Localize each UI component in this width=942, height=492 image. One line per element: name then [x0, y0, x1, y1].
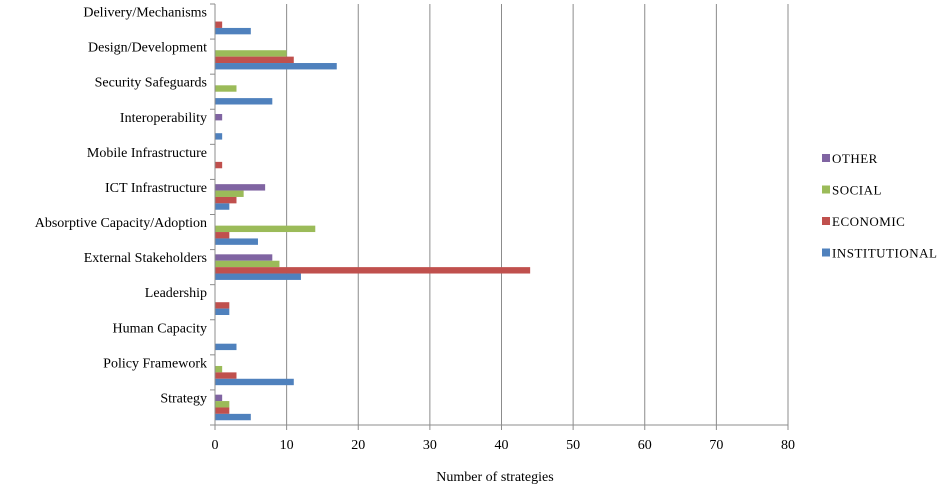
legend-label-other: OTHER [832, 151, 878, 166]
bar-institutional-5 [215, 203, 230, 210]
y-tick-label: Security Safeguards [95, 76, 207, 91]
x-tick-label: 20 [351, 438, 365, 453]
y-tick-label: External Stakeholders [84, 251, 207, 266]
legend: OTHER SOCIAL ECONOMIC INSTITUTIONAL [822, 151, 937, 261]
y-tick-label: Interoperability [120, 111, 207, 126]
y-tick-label: Mobile Infrastructure [87, 146, 207, 161]
grid-layer [286, 4, 789, 425]
y-tick-label: Design/Development [88, 41, 207, 56]
x-tick-label: 10 [280, 438, 294, 453]
legend-label-social: SOCIAL [832, 183, 882, 198]
bar-institutional-11 [215, 413, 251, 421]
bar-institutional-8 [215, 308, 230, 316]
bar-economic-10 [215, 372, 237, 379]
bar-other-5 [215, 184, 266, 191]
bar-economic-1 [215, 56, 294, 64]
x-tick-label: 80 [781, 438, 795, 453]
bar-economic-11 [215, 407, 230, 414]
bar-economic-8 [215, 302, 230, 309]
y-tick-label: Leadership [145, 286, 207, 301]
y-tick-label: Strategy [160, 391, 207, 406]
legend-swatch-other [822, 154, 830, 162]
x-tick-label: 60 [638, 438, 652, 453]
x-tick-label: 40 [495, 438, 509, 453]
bar-institutional-9 [215, 343, 237, 351]
x-tick-label: 70 [709, 438, 723, 453]
bar-social-10 [215, 365, 223, 373]
bar-social-6 [215, 225, 316, 233]
bar-economic-0 [215, 21, 223, 28]
bar-institutional-7 [215, 273, 301, 280]
legend-swatch-social [822, 185, 830, 194]
bar-institutional-1 [215, 63, 337, 70]
bar-institutional-10 [215, 378, 294, 386]
bar-institutional-3 [215, 133, 223, 140]
x-axis-title: Number of strategies [436, 470, 553, 485]
bar-layer [215, 21, 531, 421]
legend-label-economic: ECONOMIC [832, 214, 905, 229]
bar-social-7 [215, 260, 280, 268]
bar-economic-5 [215, 196, 237, 204]
bar-economic-4 [215, 161, 223, 169]
x-tick-label: 50 [566, 438, 580, 453]
bar-other-3 [215, 113, 223, 121]
y-tick-label: Policy Framework [103, 356, 207, 371]
bar-social-1 [215, 50, 287, 57]
bar-institutional-2 [215, 98, 273, 105]
x-tick-label: 30 [423, 438, 437, 453]
bar-social-2 [215, 85, 237, 92]
legend-swatch-economic [822, 217, 830, 225]
bar-institutional-0 [215, 27, 251, 35]
axis-layer: Delivery/Mechanisms Design/Development Sec… [35, 3, 795, 453]
y-tick-label: Delivery/Mechanisms [83, 6, 207, 21]
legend-swatch-institutional [822, 248, 830, 257]
bar-economic-6 [215, 232, 230, 239]
bar-social-5 [215, 190, 244, 197]
x-tick-label: 0 [212, 438, 219, 453]
y-tick-label: Human Capacity [113, 321, 207, 336]
bar-economic-7 [215, 267, 531, 274]
bar-social-11 [215, 401, 230, 408]
legend-label-institutional: INSTITUTIONAL [832, 246, 937, 261]
y-tick-label: ICT Infrastructure [105, 181, 207, 196]
bar-other-7 [215, 254, 273, 261]
bar-institutional-6 [215, 238, 258, 245]
y-tick-label: Absorptive Capacity/Adoption [35, 216, 207, 231]
bar-other-11 [215, 394, 223, 402]
